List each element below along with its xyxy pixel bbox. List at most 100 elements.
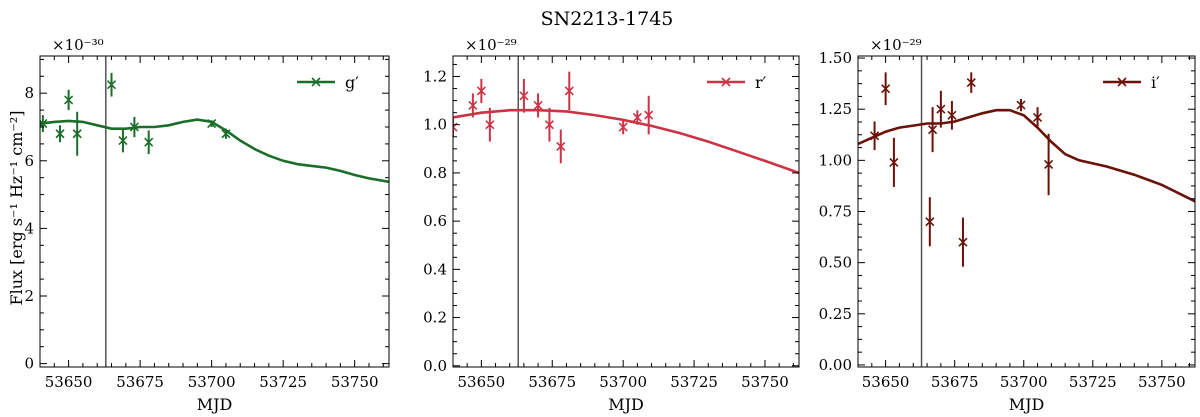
data-point [889,137,899,187]
x-tick-label: 53675 [116,373,164,391]
x-tick-label: 53675 [528,373,576,391]
curve-group [453,108,799,175]
data-point [64,89,74,111]
data-point [118,128,128,153]
y-tick-label: 0.4 [423,260,447,278]
marker-x [129,122,139,132]
marker-x [106,80,117,90]
panel-i′: 53650 53675 53700 53725 53750 0.00 0.25 0.50 0.7… [819,36,1196,414]
x-tick-label: 53700 [1000,373,1048,391]
y-tick-label: 1.2 [423,67,447,85]
legend-label: i′ [1151,73,1160,92]
x-tick-label: 53750 [1138,373,1186,391]
axes-frame [857,55,1196,368]
data-point [1044,133,1054,196]
data-point [519,78,529,113]
y-tick-label: 4 [24,219,34,237]
y-tick-label: 1.0 [423,116,447,134]
marker-x [55,129,65,139]
axes-frame [39,55,390,368]
x-tick-label: 53750 [331,373,379,391]
y-tick-label: 0.6 [423,212,447,230]
curve-group [40,118,389,184]
legend-marker [721,77,731,87]
marker-x [118,135,128,146]
marker-x [485,120,495,130]
y-tick-label: 8 [24,84,34,102]
y-tick-label: 0.8 [423,164,447,182]
x-tick-label: 53725 [1069,373,1117,391]
data-point [476,78,486,104]
data-point [618,119,628,135]
marker-x [519,91,529,101]
marker-x [533,100,543,110]
data-point [556,129,566,164]
x-tick-label: 53700 [188,373,236,391]
y-tick-label: 1.50 [819,49,852,67]
offset-text: ×10⁻³⁰ [52,36,104,54]
curve-group [858,108,1195,203]
y-tick-label: 1.00 [819,151,852,169]
x-tick-label: 53650 [45,373,93,391]
y-tick-label: 0.00 [819,356,852,374]
x-tick-label: 53725 [259,373,307,391]
x-tick-label: 53650 [458,373,506,391]
y-tick-label: 1.25 [819,100,852,118]
marker-x [644,110,654,120]
legend-label: r′ [755,73,767,92]
legend-marker [311,77,321,87]
data-point [129,116,139,138]
y-tick-label: 0.0 [423,357,447,375]
marker-x [1032,112,1043,122]
data-point [936,90,946,128]
legend: r′ [707,73,767,92]
y-axis-label: Flux [erg s⁻¹ Hz⁻¹ cm⁻²] [7,110,26,305]
legend-label: g′ [345,73,359,92]
data-point [533,93,543,118]
marker-x [221,129,231,139]
marker-x [936,104,946,114]
marker-x [870,131,880,141]
panel-r′: 53650 53675 53700 53725 53750 0.0 0.2 0.4 0.6 0.8… [423,36,800,414]
data-point [485,107,495,142]
data-point [1016,98,1026,112]
marker-x [564,86,574,96]
data-point [106,72,117,97]
marker-x [1044,159,1054,170]
model-curve [453,108,799,175]
legend: g′ [297,73,359,92]
marker-x [72,129,82,139]
x-axis-label: MJD [608,395,644,414]
marker-x [556,141,566,151]
y-tick-label: 2 [24,287,34,305]
marker-x [947,110,957,120]
legend: i′ [1103,73,1160,92]
data-point [958,217,968,267]
y-tick-label: 0.2 [423,309,447,327]
legend-marker [1117,77,1127,87]
panels: 53650 53675 53700 53725 53750 0 2 4 6 8 ×10⁻³⁰ MJD g… [24,36,1196,414]
y-tick-label: 0.75 [819,203,852,221]
model-curve [40,118,389,184]
x-axis-label: MJD [1009,395,1045,414]
marker-x [966,78,976,88]
x-tick-label: 53725 [670,373,718,391]
data-point [564,71,574,111]
marker-x [958,237,968,247]
figure-title: SN2213-1745 [541,8,674,30]
data-point [632,110,642,125]
x-tick-label: 53675 [931,373,979,391]
offset-text: ×10⁻²⁹ [465,36,517,54]
data-point [207,119,217,129]
marker-x [632,112,642,123]
data-point [544,107,554,142]
data-point [870,121,880,151]
marker-x [889,157,899,167]
x-axis-label: MJD [197,395,233,414]
data-point [72,111,82,156]
marker-x [928,125,938,135]
marker-x [207,119,217,129]
offset-text: ×10⁻²⁹ [870,36,922,54]
data-point [1032,107,1043,128]
